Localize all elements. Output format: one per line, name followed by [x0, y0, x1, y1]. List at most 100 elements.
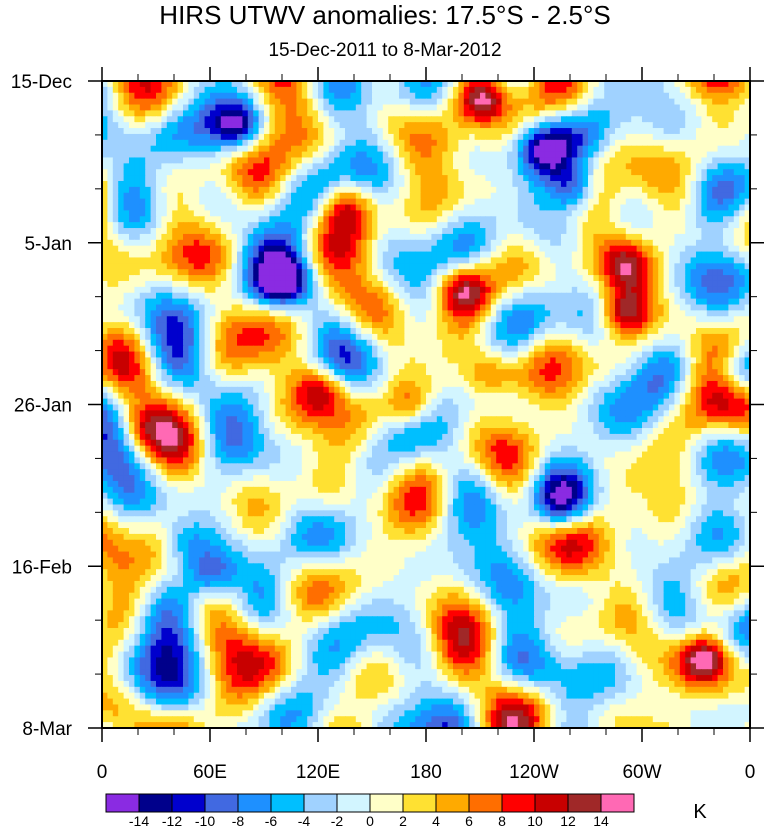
field-cell: [663, 216, 670, 223]
field-cell: [296, 298, 303, 306]
field-cell: [339, 128, 346, 135]
field-cell: [593, 263, 600, 270]
field-cell: [388, 151, 395, 159]
field-cell: [501, 286, 508, 294]
field-cell: [588, 239, 594, 247]
field-cell: [636, 175, 643, 182]
field-cell: [102, 204, 108, 211]
field-cell: [566, 233, 573, 241]
field-cell: [458, 298, 465, 306]
field-cell: [199, 316, 206, 323]
field-cell: [188, 310, 195, 317]
field-cell: [177, 192, 184, 200]
field-cell: [139, 145, 146, 153]
field-cell: [237, 98, 243, 106]
field-cell: [496, 257, 503, 264]
field-cell: [442, 86, 449, 94]
field-cell: [345, 180, 351, 188]
field-cell: [431, 110, 438, 117]
field-cell: [258, 133, 265, 141]
field-cell: [436, 292, 443, 300]
field-cell: [183, 222, 189, 229]
field-cell: [145, 310, 152, 317]
field-cell: [442, 210, 449, 217]
field-cell: [129, 192, 135, 200]
field-cell: [328, 186, 335, 194]
field-cell: [539, 169, 546, 176]
field-cell: [728, 275, 735, 282]
field-cell: [145, 228, 152, 235]
field-cell: [474, 257, 481, 264]
field-cell: [129, 269, 135, 276]
field-cell: [285, 251, 292, 259]
field-cell: [150, 269, 157, 276]
field-cell: [463, 92, 470, 100]
field-cell: [334, 316, 341, 323]
field-cell: [334, 210, 341, 217]
field-cell: [129, 163, 135, 170]
field-cell: [588, 175, 594, 182]
field-cell: [712, 286, 719, 294]
field-cell: [615, 110, 621, 117]
field-cell: [679, 116, 686, 123]
field-cell: [679, 128, 686, 135]
field-cell: [107, 257, 114, 264]
field-cell: [139, 263, 146, 270]
field-cell: [210, 269, 216, 276]
field-cell: [258, 81, 265, 88]
field-cell: [496, 245, 503, 253]
field-cell: [679, 228, 686, 235]
field-cell: [183, 180, 189, 188]
field-cell: [631, 133, 638, 141]
field-cell: [183, 280, 189, 288]
field-cell: [285, 245, 292, 253]
field-cell: [571, 251, 578, 259]
field-cell: [123, 222, 130, 229]
field-cell: [139, 133, 146, 141]
field-cell: [696, 192, 702, 200]
field-cell: [588, 104, 594, 112]
field-cell: [247, 163, 254, 170]
field-cell: [156, 216, 162, 223]
field-cell: [134, 128, 141, 135]
field-cell: [242, 169, 249, 176]
field-cell: [172, 133, 179, 141]
field-cell: [382, 151, 389, 159]
field-cell: [253, 133, 260, 141]
field-cell: [690, 298, 697, 306]
field-cell: [210, 122, 216, 129]
field-cell: [166, 233, 173, 241]
field-cell: [712, 169, 719, 176]
field-cell: [458, 180, 465, 188]
field-cell: [177, 216, 184, 223]
field-cell: [658, 169, 665, 176]
field-cell: [652, 169, 659, 176]
field-cell: [588, 257, 594, 264]
field-cell: [377, 239, 384, 247]
field-cell: [723, 304, 729, 311]
field-cell: [728, 298, 735, 306]
field-cell: [469, 263, 476, 270]
field-cell: [199, 210, 206, 217]
field-cell: [507, 186, 513, 194]
field-cell: [242, 216, 249, 223]
field-cell: [615, 175, 621, 182]
field-cell: [744, 245, 750, 253]
field-cell: [717, 269, 724, 276]
field-cell: [712, 210, 719, 217]
field-cell: [393, 98, 400, 106]
field-cell: [566, 128, 573, 135]
field-cell: [355, 128, 362, 135]
field-cell: [307, 86, 314, 94]
field-cell: [690, 81, 697, 88]
field-cell: [566, 239, 573, 247]
field-cell: [145, 86, 152, 94]
field-cell: [453, 186, 459, 194]
field-cell: [517, 216, 524, 223]
field-cell: [512, 169, 519, 176]
field-cell: [550, 128, 557, 135]
field-cell: [274, 198, 281, 206]
field-cell: [658, 163, 665, 170]
field-cell: [453, 116, 459, 123]
field-cell: [301, 245, 308, 253]
